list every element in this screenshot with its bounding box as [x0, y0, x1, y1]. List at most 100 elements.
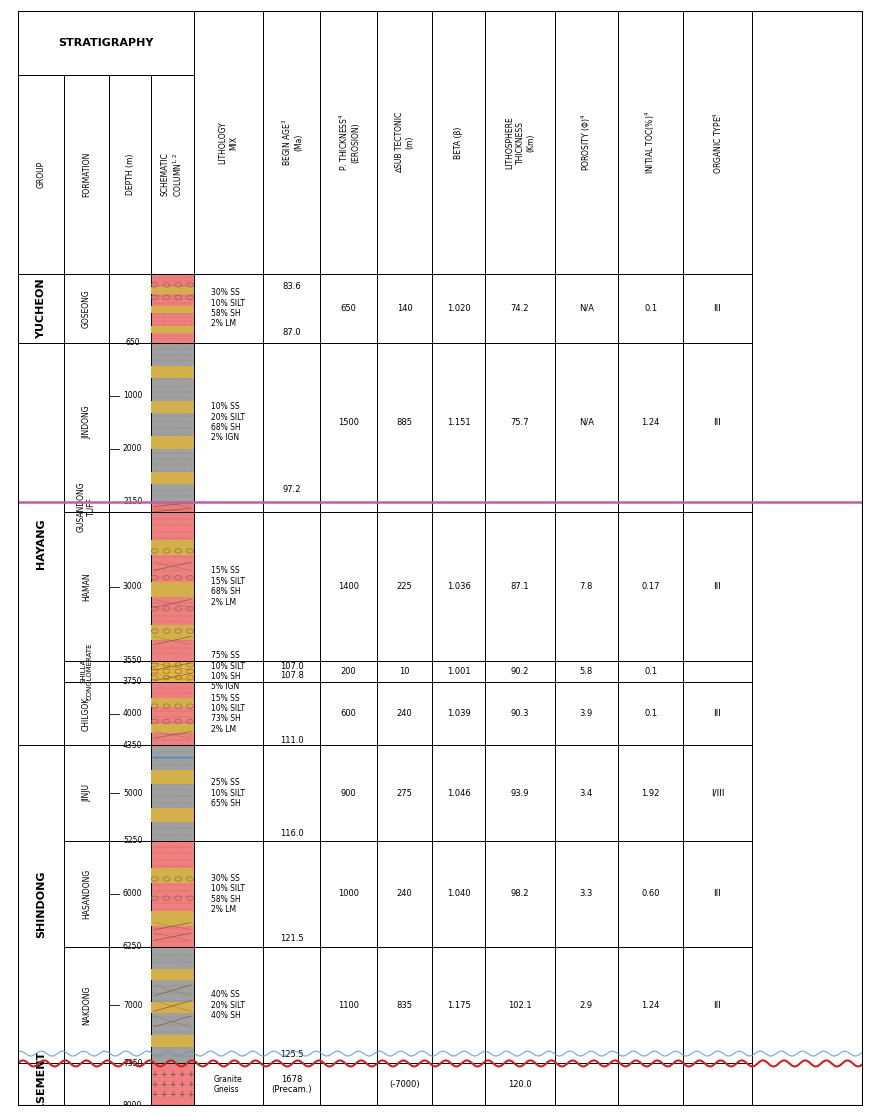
Text: 98.2: 98.2 [511, 889, 529, 898]
Text: 5.8: 5.8 [580, 667, 593, 676]
Text: 125.5: 125.5 [280, 1050, 303, 1059]
Bar [684, 681, 751, 745]
Bar [684, 274, 751, 343]
Text: 87.0: 87.0 [282, 328, 301, 337]
Bar [109, 75, 152, 274]
Bar [432, 745, 485, 841]
Bar [152, 724, 194, 733]
Bar [194, 274, 263, 343]
Bar [485, 513, 555, 661]
Text: 7350: 7350 [122, 1059, 143, 1068]
Text: +: + [178, 1090, 184, 1099]
Bar [432, 947, 485, 1063]
Bar [64, 274, 109, 343]
Text: 30% SS
10% SILT
58% SH
2% LM: 30% SS 10% SILT 58% SH 2% LM [211, 873, 245, 914]
Bar [152, 540, 194, 555]
Text: Granite
Gneiss: Granite Gneiss [214, 1075, 242, 1095]
Text: 1.24: 1.24 [641, 1001, 660, 1010]
Text: 87.1: 87.1 [511, 582, 529, 591]
Bar [485, 1063, 555, 1106]
Bar [618, 947, 684, 1063]
Text: 3000: 3000 [122, 582, 143, 591]
Text: 8000: 8000 [123, 1101, 143, 1110]
Bar [684, 11, 751, 274]
Bar [321, 274, 377, 343]
Text: +: + [169, 1080, 175, 1089]
Text: 0.60: 0.60 [641, 889, 660, 898]
Bar [152, 401, 194, 413]
Text: 3.9: 3.9 [580, 709, 593, 718]
Bar [152, 365, 194, 378]
Text: (-7000): (-7000) [389, 1080, 420, 1089]
Bar [64, 343, 109, 502]
Bar [152, 1002, 194, 1013]
Text: 15% SS
15% SILT
68% SH
2% LM: 15% SS 15% SILT 68% SH 2% LM [211, 566, 245, 607]
Text: LITHOLOGY
MIX: LITHOLOGY MIX [218, 121, 238, 164]
Bar [64, 681, 109, 745]
Text: HASANDONG: HASANDONG [82, 869, 91, 919]
Bar [194, 745, 263, 841]
Text: I/III: I/III [711, 789, 724, 798]
Bar [321, 745, 377, 841]
Text: +: + [160, 1080, 167, 1089]
Text: HAYANG: HAYANG [36, 518, 46, 570]
Bar [194, 681, 263, 745]
Text: 1.040: 1.040 [447, 889, 470, 898]
Text: 75.7: 75.7 [511, 418, 529, 427]
Bar [321, 841, 377, 947]
Bar [555, 661, 618, 681]
Bar [618, 1063, 684, 1106]
Bar [194, 661, 263, 681]
Bar [152, 343, 194, 502]
Text: 0.1: 0.1 [644, 667, 657, 676]
Text: 140: 140 [396, 304, 412, 313]
Text: 4000: 4000 [122, 709, 143, 718]
Text: 900: 900 [341, 789, 357, 798]
Text: +: + [160, 1070, 167, 1079]
Bar [432, 343, 485, 502]
Text: 835: 835 [396, 1001, 412, 1010]
Bar [263, 513, 321, 661]
Bar [152, 326, 194, 333]
Text: +: + [187, 1070, 193, 1079]
Bar [377, 681, 432, 745]
Text: III: III [714, 418, 722, 427]
Bar [194, 502, 263, 513]
Text: 885: 885 [396, 418, 412, 427]
Bar [485, 841, 555, 947]
Text: +: + [178, 1070, 184, 1079]
Text: 275: 275 [396, 789, 412, 798]
Bar [485, 681, 555, 745]
Bar [321, 947, 377, 1063]
Bar [263, 502, 321, 513]
Bar [263, 947, 321, 1063]
Text: 3.3: 3.3 [580, 889, 593, 898]
Bar [618, 681, 684, 745]
Bar [555, 947, 618, 1063]
Text: 1000: 1000 [338, 889, 359, 898]
Bar [152, 968, 194, 981]
Bar [152, 809, 194, 822]
Bar [618, 661, 684, 681]
Text: 240: 240 [396, 709, 412, 718]
Bar [321, 11, 377, 274]
Bar [194, 343, 263, 502]
Text: 4350: 4350 [122, 741, 143, 750]
Text: DEPTH (m): DEPTH (m) [126, 153, 135, 195]
Bar [18, 75, 64, 274]
Text: POROSITY (Φ)$^4$: POROSITY (Φ)$^4$ [580, 114, 593, 171]
Text: N/A: N/A [579, 418, 594, 427]
Bar [109, 841, 152, 947]
Text: +: + [160, 1090, 167, 1099]
Text: +: + [178, 1080, 184, 1089]
Text: 120.0: 120.0 [508, 1080, 532, 1089]
Text: +: + [152, 1070, 158, 1079]
Bar [618, 343, 684, 502]
Text: 1.151: 1.151 [447, 418, 470, 427]
Text: 30% SS
10% SILT
58% SH
2% LM: 30% SS 10% SILT 58% SH 2% LM [211, 288, 245, 328]
Bar [321, 1063, 377, 1106]
Bar [432, 1063, 485, 1106]
Text: HAMAN: HAMAN [82, 572, 91, 601]
Bar [109, 1063, 152, 1106]
Text: +: + [152, 1090, 158, 1099]
